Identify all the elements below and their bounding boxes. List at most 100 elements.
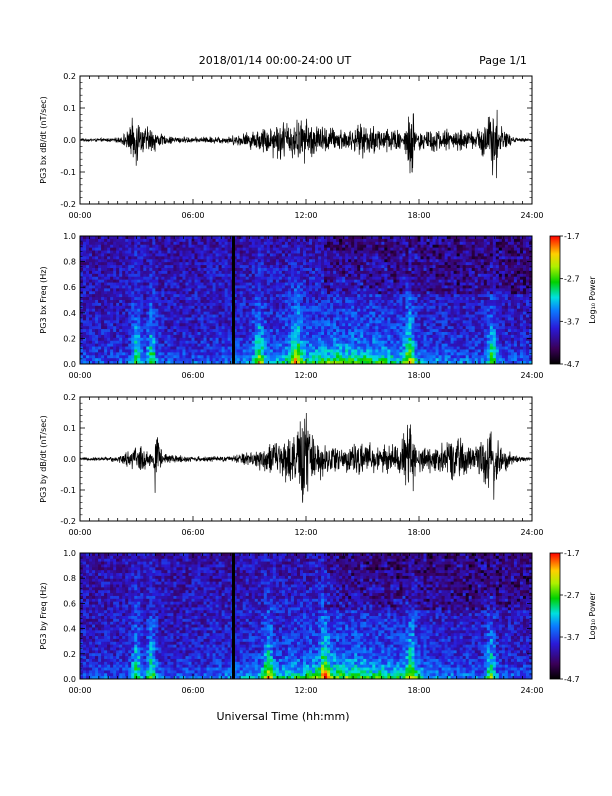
- spectrogram-cell: [86, 271, 89, 274]
- spectrogram-cell: [300, 344, 303, 347]
- spectrogram-cell: [300, 303, 303, 306]
- spectrogram-cell: [288, 323, 291, 326]
- spectrogram-cell: [137, 329, 140, 332]
- spectrogram-cell: [110, 262, 113, 265]
- spectrogram-cell: [182, 262, 185, 265]
- spectrogram-cell: [146, 251, 149, 254]
- spectrogram-cell: [357, 283, 360, 286]
- spectrogram-cell: [357, 259, 360, 262]
- spectrogram-cell: [176, 323, 179, 326]
- spectrogram-cell: [167, 320, 170, 323]
- spectrogram-cell: [294, 285, 297, 288]
- spectrogram-cell: [372, 344, 375, 347]
- spectrogram-cell: [116, 332, 119, 335]
- spectrogram-cell: [119, 315, 122, 318]
- spectrogram-cell: [173, 309, 176, 312]
- spectrogram-cell: [182, 268, 185, 271]
- spectrogram-cell: [164, 280, 167, 283]
- spectrogram-cell: [387, 265, 390, 268]
- spectrogram-cell: [393, 320, 396, 323]
- spectrogram-cell: [225, 300, 228, 303]
- spectrogram-cell: [216, 242, 219, 245]
- spectrogram-cell: [101, 265, 104, 268]
- spectrogram-cell: [345, 259, 348, 262]
- spectrogram-cell: [336, 338, 339, 341]
- spectrogram-cell: [191, 288, 194, 291]
- spectrogram-cell: [119, 306, 122, 309]
- spectrogram-cell: [273, 349, 276, 352]
- spectrogram-cell: [185, 352, 188, 355]
- spectrogram-cell: [390, 268, 393, 271]
- spectrogram-cell: [282, 326, 285, 329]
- spectrogram-cell: [351, 253, 354, 256]
- spectrogram-cell: [309, 265, 312, 268]
- spectrogram-cell: [225, 288, 228, 291]
- spectrogram-cell: [294, 326, 297, 329]
- spectrogram-cell: [173, 239, 176, 242]
- spectrogram-cell: [113, 355, 116, 358]
- spectrogram-cell: [252, 294, 255, 297]
- spectrogram-cell: [122, 245, 125, 248]
- spectrogram-cell: [384, 329, 387, 332]
- spectrogram-cell: [360, 306, 363, 309]
- spectrogram-cell: [396, 256, 399, 259]
- spectrogram-cell: [210, 315, 213, 318]
- spectrogram-cell: [345, 268, 348, 271]
- spectrogram-cell: [360, 326, 363, 329]
- spectrogram-cell: [348, 332, 351, 335]
- spectrogram-cell: [98, 347, 101, 350]
- spectrogram-cell: [291, 291, 294, 294]
- spectrogram-cell: [396, 259, 399, 262]
- spectrogram-cell: [276, 323, 279, 326]
- spectrogram-cell: [333, 300, 336, 303]
- spectrogram-cell: [198, 253, 201, 256]
- spectrogram-cell: [363, 338, 366, 341]
- spectrogram-cell: [149, 245, 152, 248]
- spectrogram-cell: [237, 291, 240, 294]
- spectrogram-cell: [149, 265, 152, 268]
- spectrogram-cell: [348, 352, 351, 355]
- spectrogram-cell: [240, 329, 243, 332]
- spectrogram-cell: [303, 259, 306, 262]
- spectrogram-cell: [122, 262, 125, 265]
- spectrogram-cell: [216, 312, 219, 315]
- spectrogram-cell: [309, 306, 312, 309]
- spectrogram-cell: [158, 253, 161, 256]
- spectrogram-cell: [249, 283, 252, 286]
- spectrogram-cell: [101, 280, 104, 283]
- spectrogram-cell: [110, 329, 113, 332]
- spectrogram-cell: [219, 251, 222, 254]
- spectrogram-cell: [213, 239, 216, 242]
- spectrogram-cell: [86, 352, 89, 355]
- spectrogram-cell: [149, 312, 152, 315]
- spectrogram-cell: [179, 248, 182, 251]
- spectrogram-cell: [89, 344, 92, 347]
- spectrogram-cell: [204, 271, 207, 274]
- spectrogram-cell: [297, 317, 300, 320]
- spectrogram-cell: [222, 268, 225, 271]
- spectrogram-cell: [273, 323, 276, 326]
- spectrogram-cell: [182, 320, 185, 323]
- spectrogram-cell: [357, 332, 360, 335]
- spectrogram-cell: [210, 303, 213, 306]
- spectrogram-cell: [122, 352, 125, 355]
- spectrogram-cell: [185, 338, 188, 341]
- spectrogram-cell: [252, 323, 255, 326]
- spectrogram-cell: [222, 262, 225, 265]
- spectrogram-cell: [324, 312, 327, 315]
- spectrogram-cell: [191, 283, 194, 286]
- spectrogram-cell: [204, 312, 207, 315]
- spectrogram-cell: [348, 306, 351, 309]
- spectrogram-cell: [360, 315, 363, 318]
- spectrogram-cell: [339, 259, 342, 262]
- spectrogram-cell: [300, 239, 303, 242]
- spectrogram-cell: [342, 300, 345, 303]
- spectrogram-cell: [173, 320, 176, 323]
- spectrogram-cell: [351, 312, 354, 315]
- spectrogram-cell: [210, 265, 213, 268]
- spectrogram-cell: [86, 283, 89, 286]
- spectrogram-cell: [225, 259, 228, 262]
- spectrogram-cell: [402, 315, 405, 318]
- spectrogram-cell: [306, 248, 309, 251]
- spectrogram-cell: [345, 265, 348, 268]
